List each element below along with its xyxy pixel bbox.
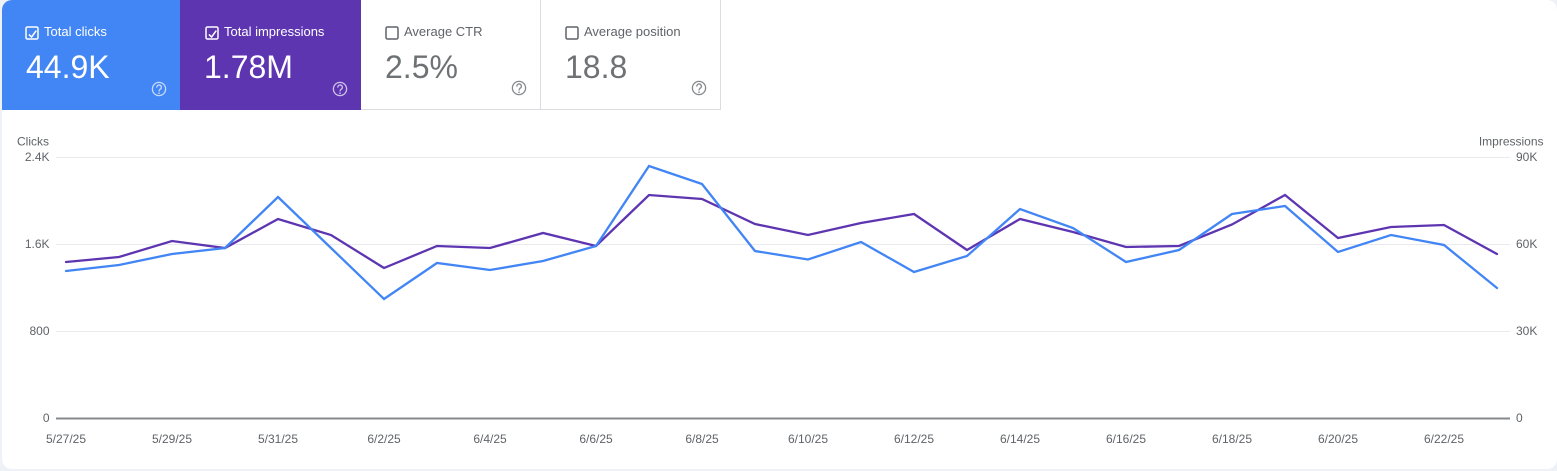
svg-text:6/8/25: 6/8/25 bbox=[685, 432, 719, 446]
svg-text:6/14/25: 6/14/25 bbox=[1000, 432, 1040, 446]
svg-text:Clicks: Clicks bbox=[17, 135, 49, 149]
svg-text:1.6K: 1.6K bbox=[25, 237, 50, 251]
svg-text:6/18/25: 6/18/25 bbox=[1212, 432, 1252, 446]
svg-text:2.4K: 2.4K bbox=[25, 150, 50, 164]
svg-text:6/6/25: 6/6/25 bbox=[579, 432, 613, 446]
svg-text:6/4/25: 6/4/25 bbox=[473, 432, 507, 446]
svg-text:60K: 60K bbox=[1516, 237, 1537, 251]
svg-text:5/31/25: 5/31/25 bbox=[258, 432, 298, 446]
svg-text:90K: 90K bbox=[1516, 150, 1537, 164]
svg-text:6/22/25: 6/22/25 bbox=[1424, 432, 1464, 446]
svg-text:30K: 30K bbox=[1516, 324, 1537, 338]
svg-text:6/20/25: 6/20/25 bbox=[1318, 432, 1358, 446]
svg-text:5/29/25: 5/29/25 bbox=[152, 432, 192, 446]
svg-text:0: 0 bbox=[1516, 411, 1523, 425]
svg-text:6/16/25: 6/16/25 bbox=[1106, 432, 1146, 446]
svg-text:800: 800 bbox=[29, 324, 49, 338]
svg-text:6/12/25: 6/12/25 bbox=[894, 432, 934, 446]
svg-text:0: 0 bbox=[43, 411, 50, 425]
svg-text:5/27/25: 5/27/25 bbox=[46, 432, 86, 446]
svg-text:6/2/25: 6/2/25 bbox=[367, 432, 401, 446]
svg-text:Impressions: Impressions bbox=[1479, 135, 1544, 149]
svg-text:6/10/25: 6/10/25 bbox=[788, 432, 828, 446]
